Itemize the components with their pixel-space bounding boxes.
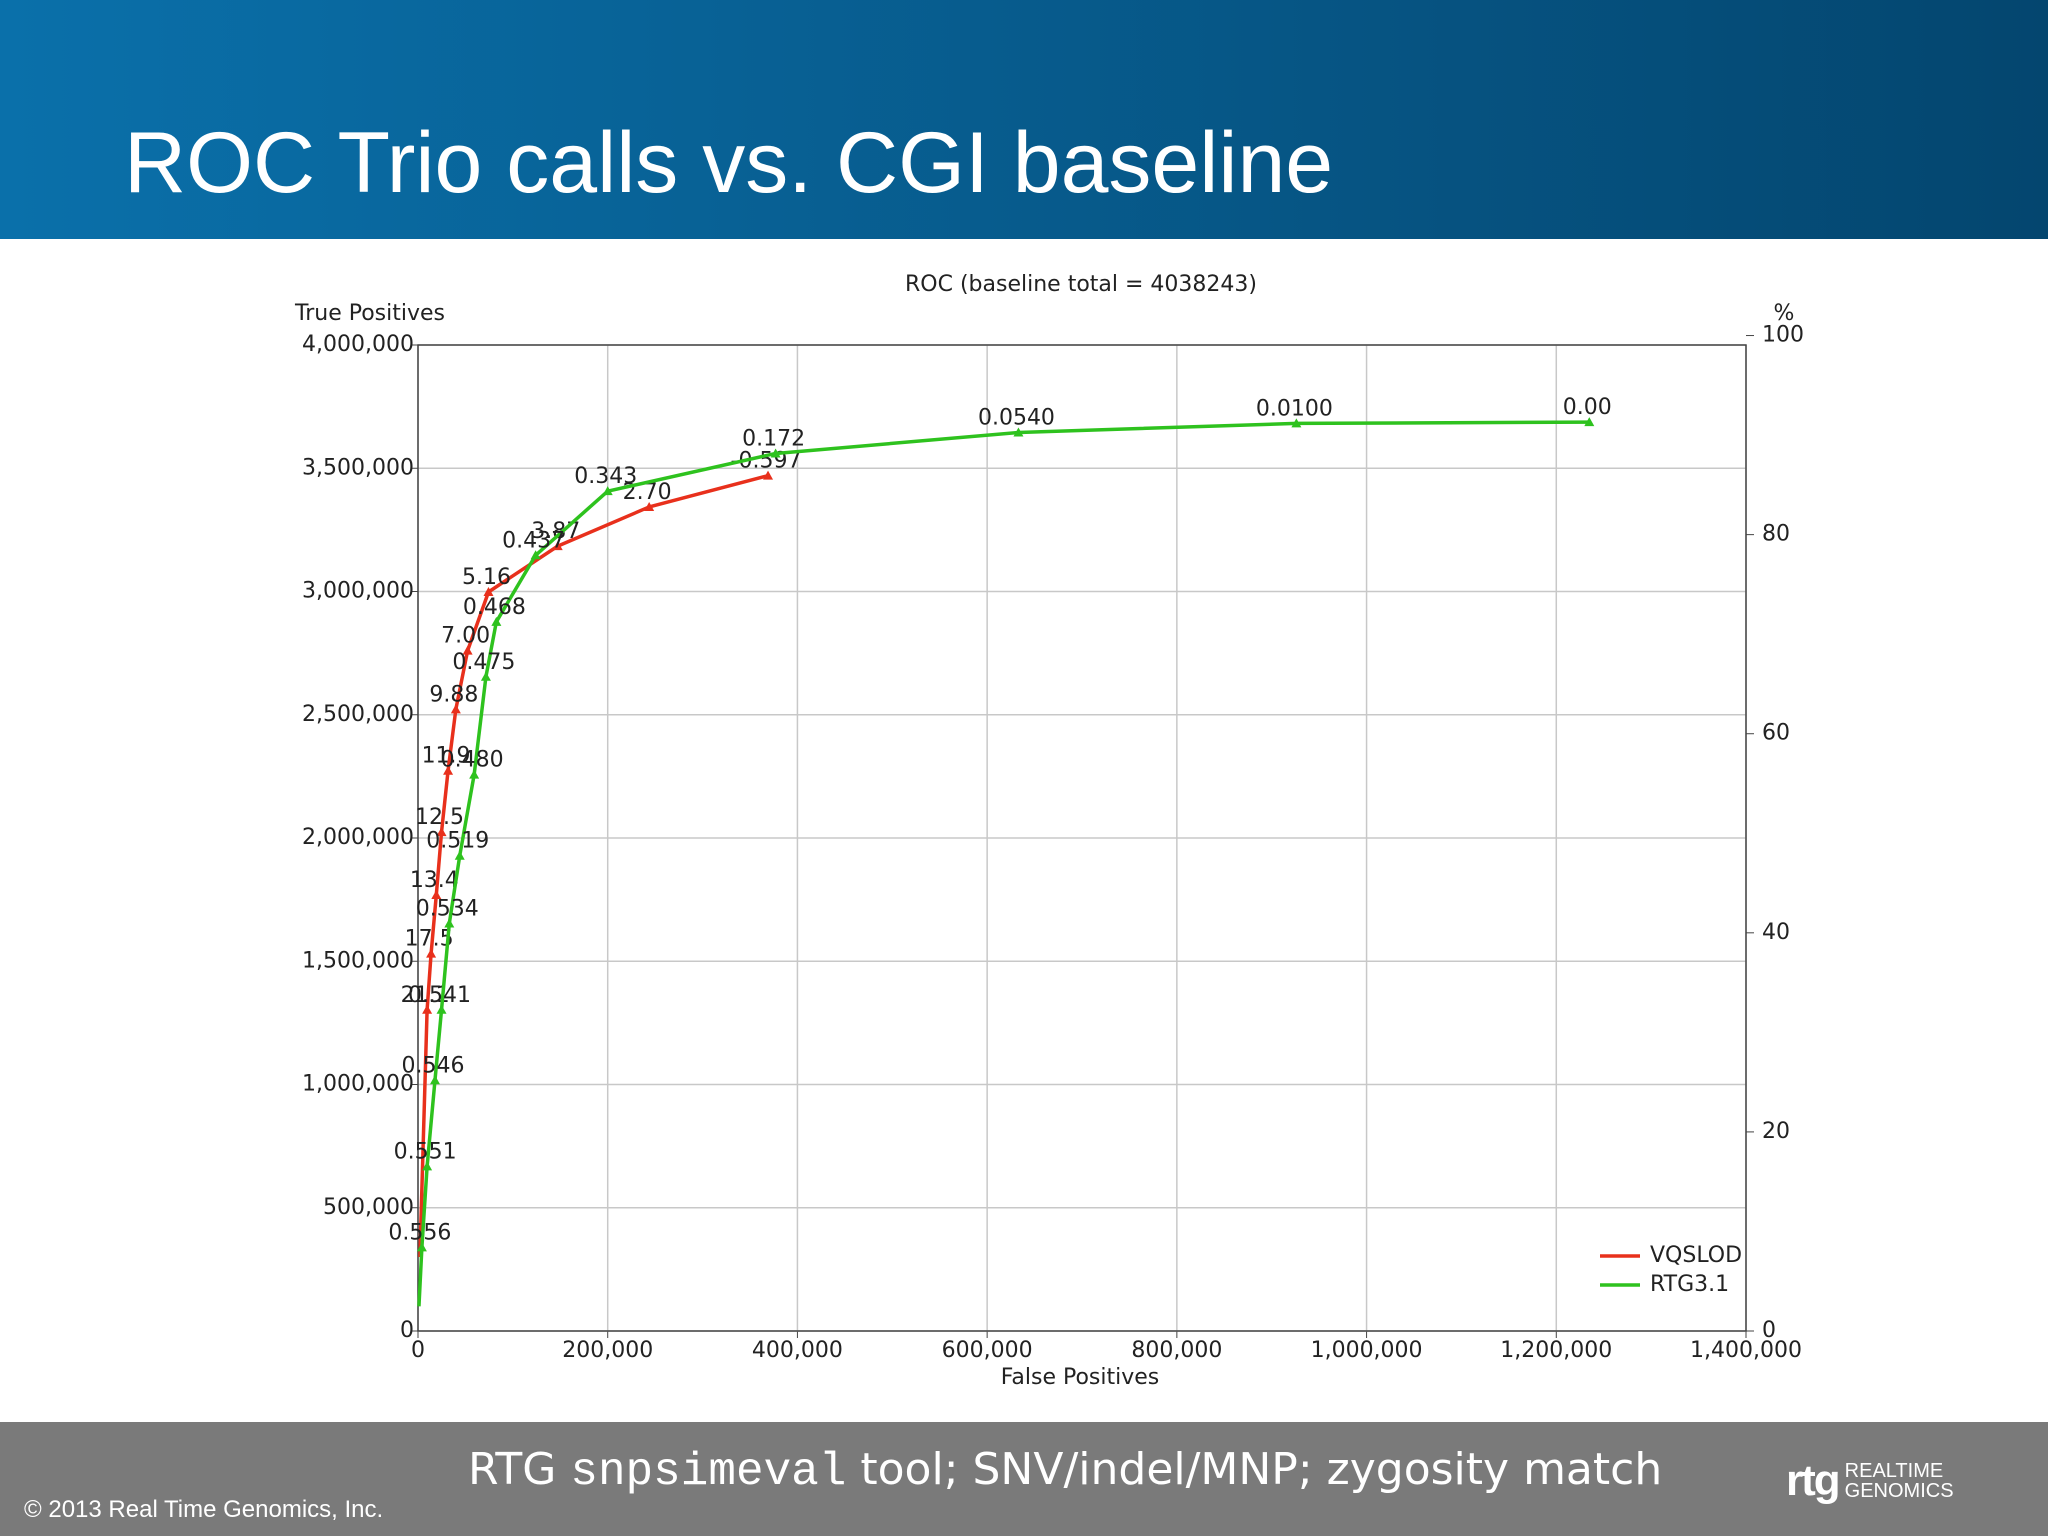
y-tick-label: 1,500,000: [302, 948, 414, 973]
point-label: 0.541: [408, 983, 471, 1008]
point-marker: [443, 765, 454, 775]
x-tick-label: 600,000: [942, 1338, 1033, 1363]
point-marker: [429, 1075, 440, 1085]
x-tick-label: 800,000: [1131, 1338, 1222, 1363]
x-tick-label: 1,400,000: [1690, 1338, 1802, 1363]
caption-part: RTG: [468, 1444, 571, 1495]
point-marker: [1013, 427, 1024, 437]
point-marker: [416, 1242, 427, 1252]
logo-word: GENOMICS: [1844, 1480, 1954, 1502]
x-tick-label: 400,000: [752, 1338, 843, 1363]
legend-label: VQSLOD: [1650, 1243, 1742, 1268]
x-tick-label: 1,000,000: [1311, 1338, 1423, 1363]
point-marker: [552, 541, 563, 551]
point-label: 12.5: [415, 805, 464, 830]
logo-text: REALTIME GENOMICS: [1845, 1461, 1954, 1501]
point-label: 0.343: [574, 464, 637, 489]
point-label: 0.437: [502, 528, 565, 553]
y2-tick-label: 0: [1762, 1318, 1776, 1343]
y2-tick-label: 20: [1762, 1119, 1790, 1144]
point-marker: [1584, 417, 1595, 427]
y-tick-label: 3,500,000: [302, 455, 414, 480]
point-marker: [454, 850, 465, 860]
point-marker: [602, 486, 613, 496]
point-label: 0.534: [416, 897, 479, 922]
series-line: [418, 473, 769, 1258]
point-label: 13.4: [410, 868, 459, 893]
slide-title: ROC Trio calls vs. CGI baseline: [124, 115, 1334, 211]
point-label: 0.556: [388, 1220, 451, 1245]
y-tick-label: 500,000: [323, 1195, 414, 1220]
footer-caption: RTG snpsimeval tool; SNV/indel/MNP; zygo…: [468, 1444, 1662, 1498]
y-tick-label: 3,000,000: [302, 579, 414, 604]
point-label: 5.16: [462, 565, 511, 590]
point-label: 0.480: [441, 748, 504, 773]
point-label: 0.0100: [1256, 396, 1333, 421]
x-tick-label: 200,000: [562, 1338, 653, 1363]
point-marker: [763, 470, 774, 480]
logo: rtg REALTIME GENOMICS: [1786, 1456, 1954, 1506]
point-marker: [644, 501, 655, 511]
point-marker: [422, 1161, 433, 1171]
y2-tick-label: 80: [1762, 522, 1790, 547]
point-label: 0.546: [401, 1053, 464, 1078]
point-label: 0.519: [426, 829, 489, 854]
y2-axis-label: %: [1774, 301, 1795, 326]
y2-tick-label: 40: [1762, 920, 1790, 945]
x-axis-label: False Positives: [1001, 1365, 1160, 1390]
point-marker: [1291, 418, 1302, 428]
x-tick-label: 1,200,000: [1500, 1338, 1612, 1363]
x-tick-label: 0: [411, 1338, 425, 1363]
header-band: ROC Trio calls vs. CGI baseline: [0, 0, 2048, 239]
point-label: 0.00: [1563, 395, 1612, 420]
point-label: 0.0540: [978, 406, 1055, 431]
point-label: 2.70: [623, 480, 672, 505]
point-marker: [436, 827, 447, 837]
y2-tick-label: 100: [1762, 323, 1804, 348]
point-marker: [462, 645, 473, 655]
point-marker: [450, 704, 461, 714]
point-marker: [422, 1004, 433, 1014]
footer-band: RTG snpsimeval tool; SNV/indel/MNP; zygo…: [0, 1422, 2048, 1536]
point-label: 0.468: [463, 595, 526, 620]
point-label: 9.88: [429, 682, 478, 707]
caption-part: snpsimeval: [570, 1446, 847, 1498]
point-label: 0.475: [452, 650, 515, 675]
y-tick-label: 2,500,000: [302, 702, 414, 727]
point-label: 7.00: [441, 624, 490, 649]
y-axis-label: True Positives: [294, 301, 445, 326]
chart: ROC (baseline total = 4038243) True Posi…: [294, 272, 1804, 1390]
point-marker: [770, 448, 781, 458]
series-line: [417, 420, 1590, 1307]
point-marker: [530, 550, 541, 560]
point-marker: [436, 1004, 447, 1014]
point-marker: [491, 616, 502, 626]
legend-label: RTG3.1: [1650, 1272, 1729, 1297]
point-marker: [483, 586, 494, 596]
y-tick-label: 2,000,000: [302, 825, 414, 850]
y2-tick-label: 60: [1762, 721, 1790, 746]
plot-frame: [417, 344, 1747, 1332]
point-label: 11.9: [422, 744, 471, 769]
point-marker: [431, 889, 442, 899]
copyright: © 2013 Real Time Genomics, Inc.: [24, 1496, 384, 1523]
point-label: 0.551: [394, 1139, 457, 1164]
caption-part: tool; SNV/indel/MNP; zygosity match: [846, 1444, 1663, 1495]
logo-word: REALTIME: [1844, 1460, 1944, 1482]
point-marker: [444, 918, 455, 928]
point-marker: [426, 948, 437, 958]
chart-title: ROC (baseline total = 4038243): [905, 272, 1257, 297]
point-marker: [469, 769, 480, 779]
y-tick-label: 1,000,000: [302, 1072, 414, 1097]
point-marker: [480, 671, 491, 681]
logo-mark: rtg: [1786, 1456, 1841, 1505]
point-label: 0.172: [742, 426, 805, 451]
y-tick-label: 4,000,000: [302, 332, 414, 357]
y-tick-label: 0: [400, 1318, 414, 1343]
